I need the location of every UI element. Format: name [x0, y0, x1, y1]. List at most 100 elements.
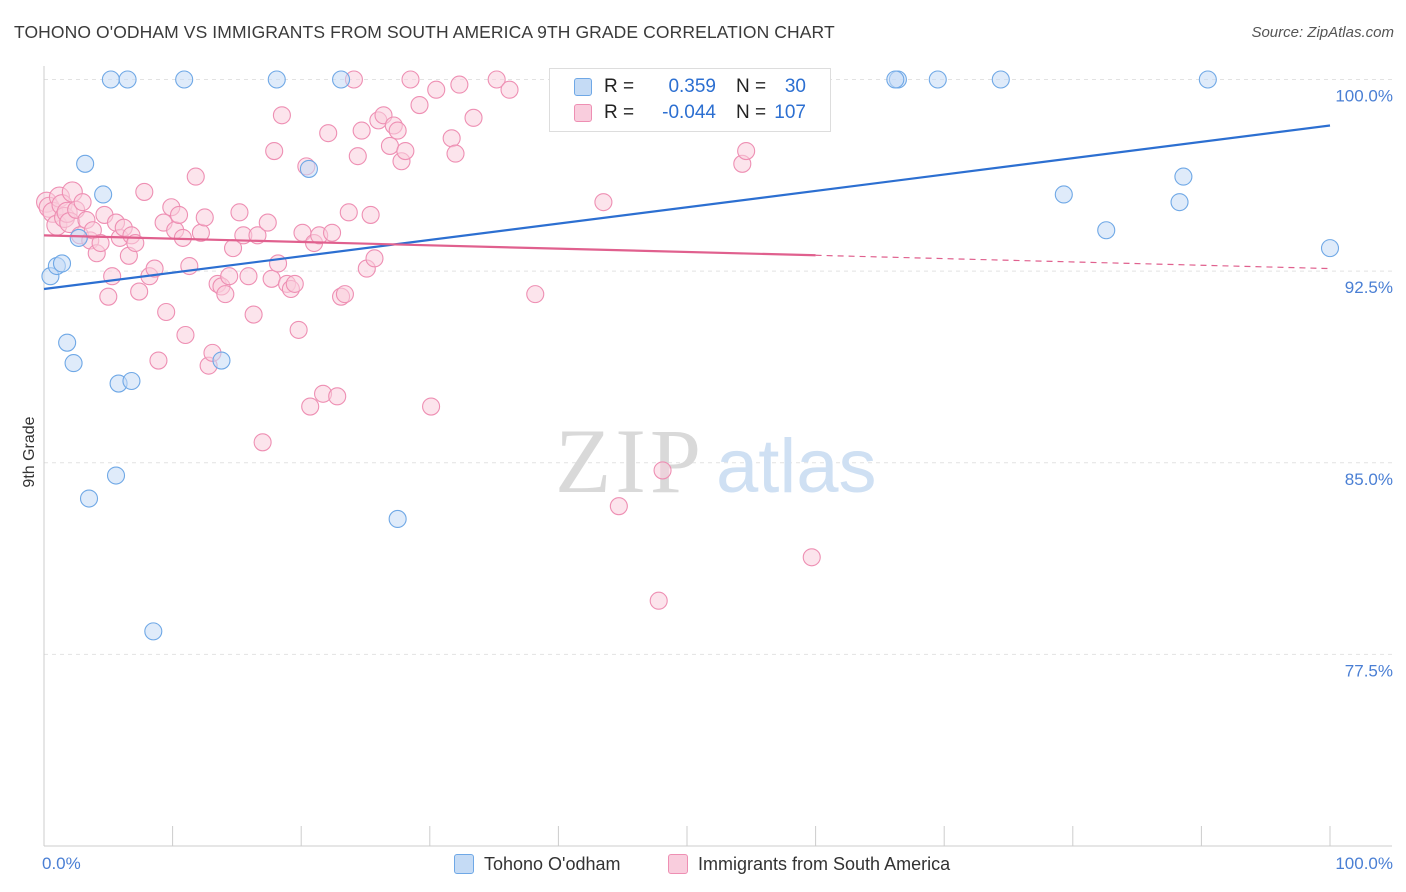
point-immigrants [802, 548, 821, 567]
point-immigrants [169, 205, 189, 224]
point-immigrants [157, 302, 176, 322]
point-tohono [267, 70, 286, 89]
bottom-legend-swatch-pink [668, 854, 688, 874]
legend-r-label: R = [604, 76, 635, 97]
point-immigrants [301, 397, 320, 416]
point-tohono [122, 371, 141, 391]
point-immigrants [352, 121, 371, 140]
legend-r-label: R = [604, 102, 635, 123]
point-immigrants [319, 124, 338, 143]
point-tohono [79, 489, 99, 508]
point-immigrants [442, 129, 461, 148]
trend-lines [43, 124, 1331, 291]
legend-n-label: N = [736, 102, 767, 123]
point-tohono [52, 254, 72, 273]
point-immigrants [99, 287, 118, 306]
point-immigrants [388, 121, 407, 140]
point-tohono [1174, 167, 1193, 186]
x-tick-label: 0.0% [42, 854, 81, 873]
bottom-legend-label: Immigrants from South America [698, 853, 951, 874]
point-immigrants [365, 249, 384, 268]
point-immigrants [323, 223, 342, 242]
point-immigrants [361, 205, 380, 224]
point-immigrants [248, 226, 267, 245]
y-tick-label: 100.0% [1335, 87, 1393, 106]
point-tohono [299, 159, 318, 178]
correlation-legend: R = 0.359 N = 30 R = -0.044 N = 107 [549, 68, 831, 132]
point-immigrants [239, 267, 258, 286]
legend-n-label: N = [736, 76, 767, 97]
bottom-legend-tohono: Tohono O'odham [454, 851, 621, 877]
point-immigrants [265, 141, 284, 161]
y-tick-label: 85.0% [1345, 470, 1393, 489]
point-immigrants [609, 497, 628, 516]
bottom-legend-label: Tohono O'odham [484, 853, 621, 874]
legend-row-tohono: R = 0.359 N = 30 [574, 74, 806, 100]
x-tick-label: 100.0% [1335, 854, 1393, 873]
y-tick-label: 92.5% [1345, 278, 1393, 297]
watermark: ZIP atlas [555, 410, 877, 512]
point-tohono [101, 70, 120, 89]
point-immigrants [135, 182, 154, 201]
point-immigrants [91, 233, 110, 253]
point-tohono [64, 354, 83, 373]
point-tohono [118, 70, 137, 89]
point-immigrants [262, 269, 281, 288]
legend-r-value: -0.044 [662, 102, 716, 123]
point-immigrants [339, 203, 358, 222]
point-immigrants [289, 320, 308, 339]
legend-n-value: 30 [784, 76, 806, 97]
y-axis-label: 9th Grade [21, 416, 38, 488]
point-immigrants [427, 80, 446, 99]
point-immigrants [396, 141, 415, 161]
point-immigrants [73, 193, 92, 212]
point-immigrants [737, 141, 756, 161]
series-immigrants-points [36, 70, 821, 610]
grid-lines [44, 79, 1392, 655]
point-immigrants [285, 274, 304, 293]
watermark-atlas: atlas [716, 424, 877, 509]
point-tohono [1170, 193, 1189, 212]
point-immigrants [487, 70, 506, 89]
trend-line-tohono [43, 124, 1331, 291]
point-tohono [106, 466, 126, 485]
point-immigrants [653, 461, 672, 480]
point-immigrants [253, 433, 272, 452]
point-immigrants [464, 108, 483, 127]
point-immigrants [649, 591, 668, 610]
point-immigrants [526, 285, 545, 304]
trend-line-immigrants [43, 234, 816, 257]
point-tohono [1054, 185, 1073, 204]
point-tohono [1198, 70, 1217, 89]
tick-labels: 77.5% 85.0% 92.5% 100.0% 0.0% 100.0% [42, 87, 1393, 874]
point-tohono [175, 70, 194, 89]
bottom-legend-immigrants: Immigrants from South America [668, 851, 950, 877]
trend-line-immigrants-extension [815, 254, 1331, 270]
point-immigrants [335, 285, 354, 304]
point-immigrants [149, 351, 168, 370]
point-immigrants [145, 259, 164, 278]
point-immigrants [594, 193, 613, 212]
point-tohono [94, 185, 113, 204]
point-immigrants [380, 136, 399, 155]
point-immigrants [220, 267, 239, 286]
point-immigrants [230, 203, 249, 222]
point-immigrants [216, 285, 235, 304]
axes [43, 66, 1392, 847]
point-tohono [76, 154, 95, 173]
point-immigrants [328, 387, 347, 406]
point-immigrants [450, 75, 469, 94]
chart-title: TOHONO O'ODHAM VS IMMIGRANTS FROM SOUTH … [14, 22, 835, 42]
point-immigrants [258, 213, 277, 232]
legend-n-value: 107 [774, 102, 806, 123]
point-tohono [332, 70, 351, 89]
point-immigrants [176, 325, 195, 345]
point-immigrants [500, 80, 519, 99]
point-immigrants [410, 96, 429, 115]
point-tohono [1320, 239, 1340, 258]
point-tohono [144, 622, 163, 641]
point-immigrants [446, 144, 465, 163]
point-immigrants [401, 70, 420, 89]
point-tohono [1097, 221, 1116, 240]
point-tohono [928, 70, 947, 89]
